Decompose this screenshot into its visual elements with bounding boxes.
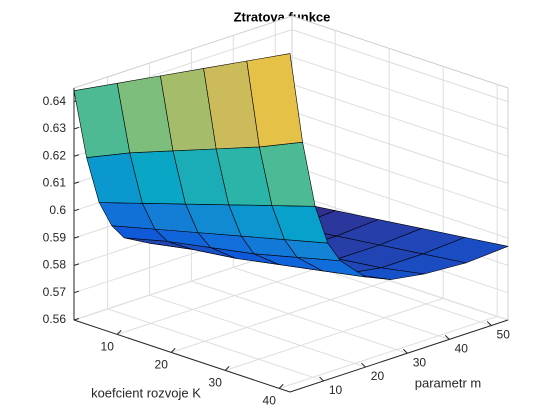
z-tick bbox=[73, 208, 80, 212]
y-grid-line bbox=[149, 294, 366, 368]
z-tick bbox=[73, 263, 80, 266]
x-tick-label: 30 bbox=[209, 376, 223, 390]
y-tick-label: 50 bbox=[497, 328, 511, 342]
z-grid-line bbox=[291, 29, 509, 103]
z-tick-label: 0.56 bbox=[43, 312, 67, 326]
y-grid-line bbox=[233, 266, 450, 340]
z-tick bbox=[73, 290, 80, 294]
x-tick-label: 20 bbox=[155, 358, 169, 372]
x-tick bbox=[170, 348, 176, 353]
x-grid-line bbox=[117, 261, 336, 335]
z-grid-line bbox=[291, 111, 509, 185]
z-grid-line bbox=[291, 56, 509, 130]
x-grid-line bbox=[225, 297, 444, 371]
surface-patch bbox=[246, 53, 303, 148]
z-tick-label: 0.59 bbox=[43, 230, 67, 244]
z-tick-label: 0.58 bbox=[43, 258, 67, 272]
z-tick-label: 0.6 bbox=[49, 203, 66, 217]
z-tick-label: 0.61 bbox=[43, 176, 67, 190]
y-grid-line bbox=[107, 308, 324, 382]
z-tick-label: 0.64 bbox=[43, 94, 67, 108]
y-tick-label: 20 bbox=[371, 369, 385, 383]
z-tick bbox=[73, 236, 80, 239]
z-tick-label: 0.62 bbox=[43, 148, 67, 162]
x-grid-line bbox=[279, 315, 498, 389]
y-grid-line bbox=[191, 280, 408, 354]
y-tick bbox=[403, 348, 408, 354]
x-tick bbox=[278, 384, 284, 389]
y-tick-label: 30 bbox=[413, 355, 427, 369]
y-tick bbox=[319, 376, 324, 382]
x-axis-line bbox=[73, 319, 291, 393]
x-grid-line bbox=[171, 279, 390, 353]
z-tick-label: 0.63 bbox=[43, 121, 67, 135]
x-axis-label: koefcient rozvoje K bbox=[91, 385, 201, 400]
z-grid-line bbox=[291, 165, 509, 239]
z-tick bbox=[73, 126, 80, 130]
x-tick-label: 40 bbox=[263, 394, 277, 408]
z-tick-label: 0.57 bbox=[43, 285, 67, 299]
y-tick bbox=[486, 321, 492, 326]
y-axis-line bbox=[289, 319, 509, 393]
y-tick bbox=[361, 362, 366, 368]
y-tick bbox=[444, 335, 450, 340]
z-tick bbox=[73, 154, 80, 157]
y-tick-label: 40 bbox=[455, 342, 469, 356]
z-tick bbox=[73, 181, 80, 185]
z-grid-line bbox=[291, 138, 509, 212]
z-grid-line bbox=[291, 83, 509, 157]
x-tick-label: 10 bbox=[101, 340, 115, 354]
x-tick bbox=[224, 366, 230, 371]
y-axis-label: parametr m bbox=[415, 375, 481, 390]
y-tick-label: 10 bbox=[329, 383, 343, 397]
z-tick bbox=[73, 318, 80, 321]
x-tick bbox=[116, 330, 122, 335]
